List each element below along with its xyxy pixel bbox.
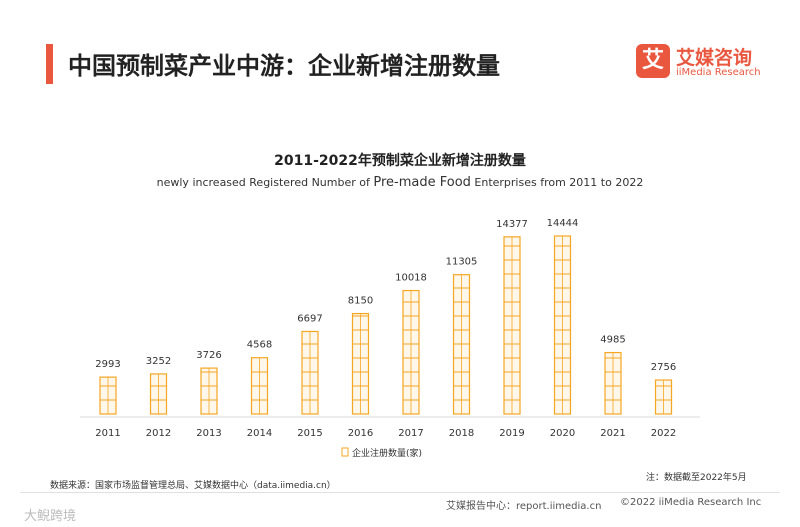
bar-2014 xyxy=(250,357,269,415)
subtitle-part-2: Pre-made Food xyxy=(373,175,471,190)
value-label-2013: 3726 xyxy=(196,350,221,361)
footer-copyright: ©2022 iiMedia Research Inc xyxy=(620,497,762,508)
page-title: 中国预制菜产业中游：企业新增注册数量 xyxy=(68,52,500,80)
bar-2012 xyxy=(149,373,168,415)
x-tick-2016: 2016 xyxy=(348,428,373,439)
bar-2017 xyxy=(402,289,420,415)
legend-swatch-icon xyxy=(341,447,349,457)
value-label-2012: 3252 xyxy=(146,356,171,367)
bar-2020 xyxy=(553,235,572,415)
bar-2018 xyxy=(452,274,471,415)
value-label-2020: 14444 xyxy=(547,218,579,229)
footer-divider xyxy=(20,492,780,493)
subtitle-part-1: newly increased Registered Number of xyxy=(156,176,374,189)
value-label-2022: 2756 xyxy=(651,362,676,373)
value-label-2017: 10018 xyxy=(395,273,427,284)
logo-badge-icon: 艾 xyxy=(636,44,670,78)
bar-2021 xyxy=(604,351,622,415)
bar-2013 xyxy=(200,367,218,415)
watermark: 大鲵跨境 xyxy=(24,509,77,524)
bar-2015 xyxy=(301,330,319,415)
x-tick-labels: 2011 2012 2013 2014 2015 2016 2017 2018 2019 2020… xyxy=(95,428,676,439)
value-labels: 2993 3252 3726 4568 6697 8150 10018 11305 14377 1… xyxy=(95,218,676,373)
x-tick-2013: 2013 xyxy=(196,428,221,439)
chart-subtitle: newly increased Registered Number of Pre… xyxy=(0,175,800,190)
x-tick-2018: 2018 xyxy=(449,428,474,439)
bar-2016 xyxy=(351,312,370,415)
logo-en-text: iiMedia Research xyxy=(676,67,761,78)
x-tick-2014: 2014 xyxy=(247,428,272,439)
value-label-2021: 4985 xyxy=(600,335,625,346)
data-note: 注：数据截至2022年5月 xyxy=(646,473,747,483)
x-tick-2017: 2017 xyxy=(398,428,423,439)
legend: 企业注册数量(家) xyxy=(341,447,422,459)
subtitle-part-3: Enterprises from 2011 to 2022 xyxy=(470,176,644,189)
data-source: 数据来源：国家市场监督管理总局、艾媒数据中心（data.iimedia.cn） xyxy=(50,481,336,491)
value-label-2016: 8150 xyxy=(348,296,373,307)
value-label-2011: 2993 xyxy=(95,359,120,370)
bar-chart: 2993 3252 3726 4568 6697 8150 10018 11305 14377 1… xyxy=(80,218,700,459)
footer-report-link[interactable]: 艾媒报告中心：report.iimedia.cn xyxy=(446,501,602,512)
x-tick-2015: 2015 xyxy=(297,428,322,439)
brand-logo: 艾 艾媒咨询 iiMedia Research xyxy=(636,44,786,84)
header-accent-bar xyxy=(46,44,53,84)
value-label-2018: 11305 xyxy=(446,257,478,268)
x-tick-2011: 2011 xyxy=(95,428,120,439)
value-label-2015: 6697 xyxy=(297,313,322,324)
logo-cn-text: 艾媒咨询 xyxy=(676,47,753,69)
x-tick-2021: 2021 xyxy=(600,428,625,439)
value-label-2014: 4568 xyxy=(247,340,272,351)
x-tick-2020: 2020 xyxy=(550,428,575,439)
chart-title: 2011-2022年预制菜企业新增注册数量 xyxy=(274,153,526,169)
bar-2011 xyxy=(99,376,117,415)
bar-2019 xyxy=(503,236,521,415)
x-tick-2012: 2012 xyxy=(146,428,171,439)
x-tick-2022: 2022 xyxy=(651,428,676,439)
bar-series xyxy=(99,235,673,415)
value-label-2019: 14377 xyxy=(496,219,528,230)
x-tick-2019: 2019 xyxy=(499,428,524,439)
bar-2022 xyxy=(654,379,673,415)
legend-label: 企业注册数量(家) xyxy=(352,447,422,459)
